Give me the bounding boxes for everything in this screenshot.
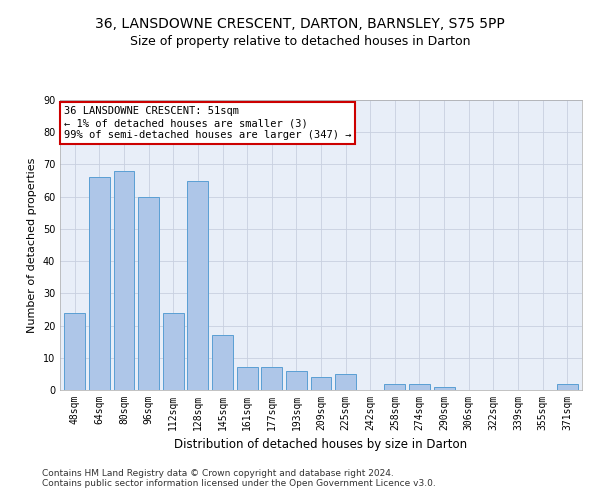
Bar — [138, 196, 159, 390]
Text: 36 LANSDOWNE CRESCENT: 51sqm
← 1% of detached houses are smaller (3)
99% of semi: 36 LANSDOWNE CRESCENT: 51sqm ← 1% of det… — [64, 106, 351, 140]
X-axis label: Distribution of detached houses by size in Darton: Distribution of detached houses by size … — [175, 438, 467, 452]
Bar — [335, 374, 356, 390]
Bar — [236, 368, 257, 390]
Bar — [89, 178, 110, 390]
Bar — [311, 377, 331, 390]
Bar — [212, 335, 233, 390]
Text: 36, LANSDOWNE CRESCENT, DARTON, BARNSLEY, S75 5PP: 36, LANSDOWNE CRESCENT, DARTON, BARNSLEY… — [95, 18, 505, 32]
Text: Size of property relative to detached houses in Darton: Size of property relative to detached ho… — [130, 35, 470, 48]
Bar — [409, 384, 430, 390]
Y-axis label: Number of detached properties: Number of detached properties — [27, 158, 37, 332]
Text: Contains HM Land Registry data © Crown copyright and database right 2024.: Contains HM Land Registry data © Crown c… — [42, 468, 394, 477]
Bar — [261, 368, 282, 390]
Bar — [557, 384, 578, 390]
Bar — [163, 312, 184, 390]
Bar — [434, 387, 455, 390]
Bar — [64, 312, 85, 390]
Bar — [385, 384, 406, 390]
Bar — [113, 171, 134, 390]
Bar — [286, 370, 307, 390]
Text: Contains public sector information licensed under the Open Government Licence v3: Contains public sector information licen… — [42, 478, 436, 488]
Bar — [187, 180, 208, 390]
